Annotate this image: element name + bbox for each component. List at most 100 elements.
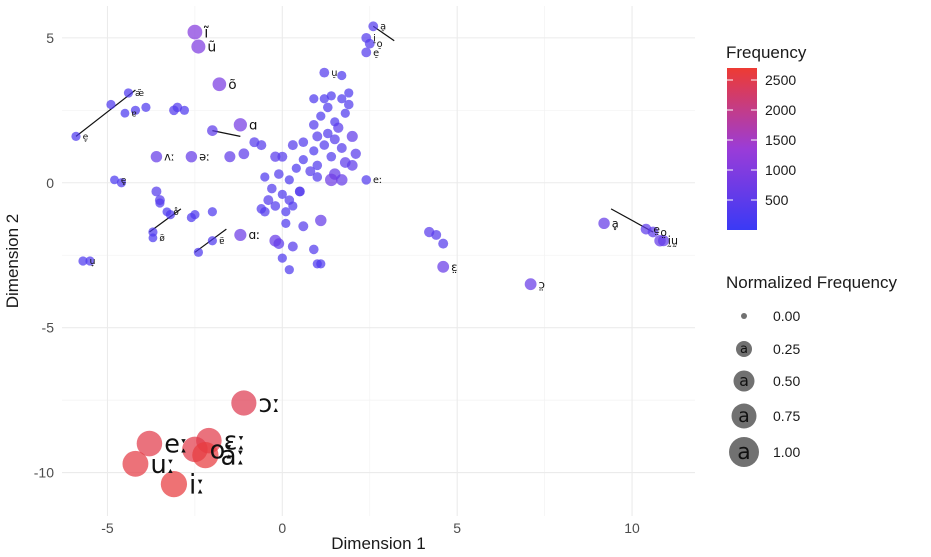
size-legend-swatch [736, 341, 752, 357]
data-point [322, 128, 333, 139]
data-point [524, 278, 537, 291]
size-legend-label: 0.75 [773, 408, 800, 424]
data-point [231, 390, 257, 416]
data-point [309, 244, 319, 255]
data-point [78, 256, 88, 266]
data-point [309, 146, 319, 156]
data-point [309, 94, 319, 104]
size-legend-title: Normalized Frequency [726, 273, 898, 292]
data-point [337, 94, 347, 104]
point-label: eː [373, 175, 382, 186]
data-point [312, 131, 323, 142]
data-point [281, 218, 291, 228]
point-label: e̥ [121, 176, 126, 186]
point-label: ɐ [131, 109, 136, 119]
data-point [172, 102, 183, 113]
size-legend-keys: 0.00 a 0.25 a 0.50 a 0.75 a 1.00 [729, 308, 800, 467]
data-point [329, 134, 340, 145]
data-point [309, 120, 319, 130]
data-point [270, 151, 281, 162]
data-point [647, 226, 659, 238]
data-point [325, 173, 338, 187]
point-label: eː [164, 429, 188, 459]
point-label: ɑ [249, 118, 257, 133]
size-legend-swatch [741, 313, 747, 319]
data-point [263, 195, 274, 206]
data-point [123, 88, 134, 98]
color-legend-title: Frequency [726, 43, 807, 62]
size-legend-symbol: a [737, 440, 750, 465]
data-point [322, 102, 333, 113]
point-label: u̞ [90, 256, 96, 267]
data-point [238, 148, 250, 160]
colorbar-tick-label: 2500 [765, 72, 796, 88]
point-label: əː [199, 150, 210, 164]
data-point [192, 442, 219, 469]
data-point [148, 227, 158, 237]
data-point [350, 148, 361, 159]
point-label: aː [221, 441, 246, 471]
point-label: e̞ [83, 132, 89, 143]
data-points [71, 21, 670, 498]
data-point [284, 265, 294, 275]
data-point [654, 234, 666, 247]
data-point [191, 39, 206, 54]
data-point [187, 24, 203, 40]
point-label: iː [189, 470, 205, 500]
data-point [274, 169, 284, 179]
data-point [346, 130, 358, 142]
data-point [368, 21, 379, 32]
size-legend-label: 0.50 [773, 373, 800, 389]
data-point [116, 178, 127, 188]
data-point [270, 201, 281, 211]
point-label: ĩ [203, 24, 209, 41]
size-legend-label: 0.25 [773, 341, 800, 357]
point-label: ʌː [164, 150, 175, 164]
data-point [150, 150, 163, 163]
point-label: ḁ [612, 216, 619, 230]
point-label: ũ [207, 39, 216, 55]
x-axis-title: Dimension 1 [331, 534, 426, 553]
point-label: ɑː [248, 228, 260, 242]
point-label: i̠ [373, 33, 376, 44]
point-label: ɔ̤ [539, 277, 545, 291]
point-label: õ [228, 77, 236, 93]
data-point [71, 131, 81, 142]
data-point [340, 108, 350, 118]
data-point [190, 210, 200, 220]
data-point [256, 204, 267, 214]
size-legend-symbol: a [740, 342, 748, 357]
data-point [346, 160, 358, 171]
data-point [207, 236, 217, 246]
data-point [141, 102, 151, 113]
data-point [260, 172, 270, 182]
data-point [437, 260, 450, 273]
x-tick-label: 10 [624, 520, 640, 536]
x-tick-label: 0 [278, 520, 286, 536]
data-point [298, 221, 309, 232]
data-point [120, 108, 130, 118]
size-legend-swatch [733, 370, 755, 392]
size-legend-label: 1.00 [773, 444, 800, 460]
x-axis-ticks: -5 0 5 10 [101, 520, 640, 536]
data-point [337, 70, 347, 81]
data-point [151, 186, 162, 197]
point-label: ɐ̃ [219, 236, 225, 247]
data-point [249, 137, 260, 148]
y-tick-label: -10 [34, 465, 54, 481]
data-point [234, 228, 247, 242]
data-point [291, 163, 301, 173]
colorbar-tick-label: 2000 [765, 102, 796, 118]
x-tick-label: -5 [101, 520, 114, 536]
data-point [294, 186, 305, 197]
data-point [364, 38, 375, 49]
data-point [361, 175, 372, 185]
point-label: e̤ [653, 223, 660, 236]
y-axis-ticks: -10 -5 0 5 [34, 30, 54, 481]
point-label: ḭ [667, 234, 672, 248]
color-legend-bar [727, 68, 757, 230]
data-point [106, 99, 116, 110]
data-point [424, 226, 435, 238]
